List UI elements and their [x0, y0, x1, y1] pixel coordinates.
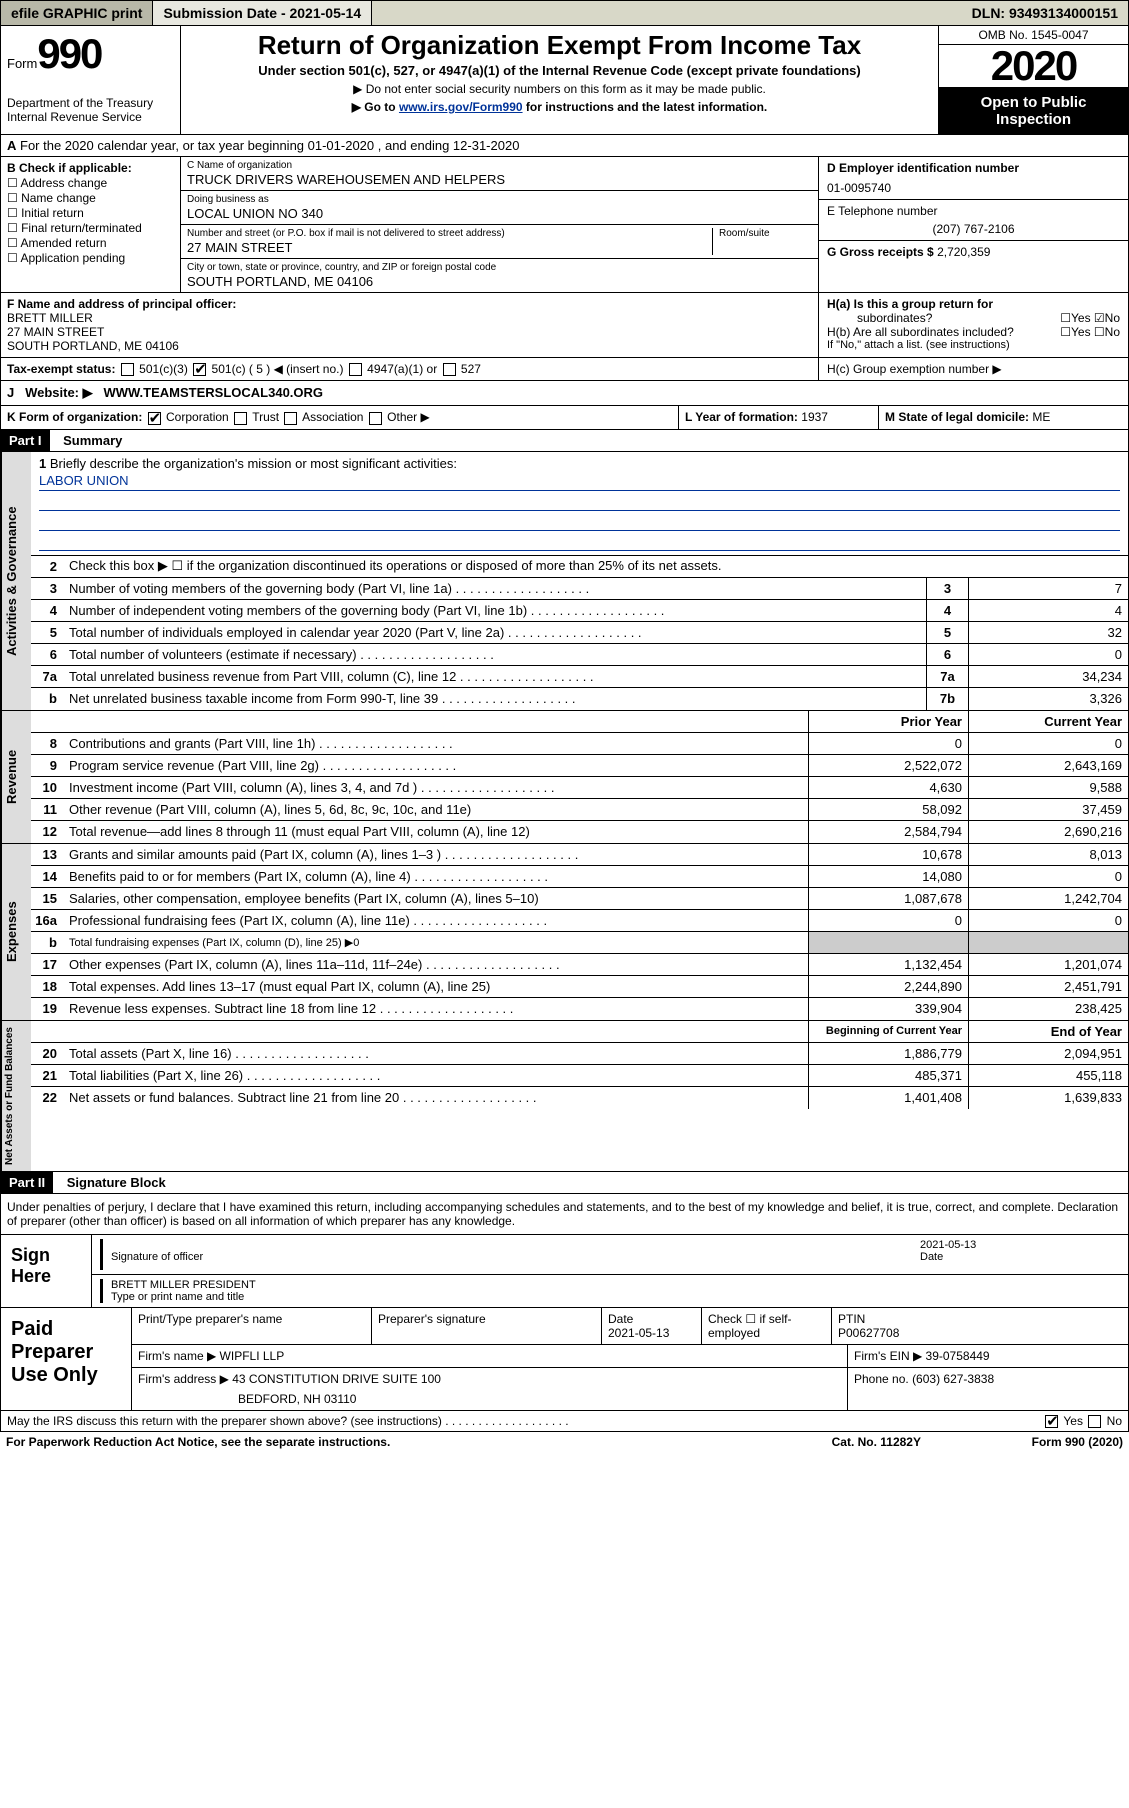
page-footer: For Paperwork Reduction Act Notice, see …: [0, 1432, 1129, 1452]
perjury-text: Under penalties of perjury, I declare th…: [0, 1194, 1129, 1235]
expenses-section: Expenses 13Grants and similar amounts pa…: [0, 844, 1129, 1021]
section-i: Tax-exempt status: 501(c)(3) 501(c) ( 5 …: [1, 358, 818, 380]
dln: DLN: 93493134000151: [962, 1, 1128, 25]
revenue-section: Revenue Prior YearCurrent Year 8Contribu…: [0, 711, 1129, 844]
sign-here: Sign Here Signature of officer2021-05-13…: [0, 1235, 1129, 1308]
form-title: Return of Organization Exempt From Incom…: [191, 30, 928, 61]
net-assets-section: Net Assets or Fund Balances Beginning of…: [0, 1021, 1129, 1172]
efile-button[interactable]: efile GRAPHIC print: [1, 1, 153, 25]
part2-header: Part II: [1, 1172, 53, 1193]
form-header: Form990 Department of the TreasuryIntern…: [0, 26, 1129, 135]
section-k-l-m: K Form of organization: Corporation Trus…: [0, 406, 1129, 429]
section-b: B Check if applicable: ☐ Address change …: [1, 157, 181, 292]
tax-period: A For the 2020 calendar year, or tax yea…: [0, 135, 1129, 157]
section-c: C Name of organizationTRUCK DRIVERS WARE…: [181, 157, 818, 292]
section-h: H(a) Is this a group return for subordin…: [818, 293, 1128, 357]
section-j: J Website: ▶ WWW.TEAMSTERSLOCAL340.ORG: [0, 381, 1129, 406]
section-f: F Name and address of principal officer:…: [1, 293, 818, 357]
top-toolbar: efile GRAPHIC print Submission Date - 20…: [0, 0, 1129, 26]
irs-link[interactable]: www.irs.gov/Form990: [399, 100, 523, 114]
activities-governance: Activities & Governance 1 Briefly descri…: [0, 452, 1129, 711]
part1-header: Part I: [1, 430, 50, 451]
section-d-e-g: D Employer identification number01-00957…: [818, 157, 1128, 292]
discuss-row: May the IRS discuss this return with the…: [0, 1411, 1129, 1432]
submission-date: Submission Date - 2021-05-14: [153, 1, 372, 25]
paid-preparer: Paid Preparer Use Only Print/Type prepar…: [0, 1308, 1129, 1411]
